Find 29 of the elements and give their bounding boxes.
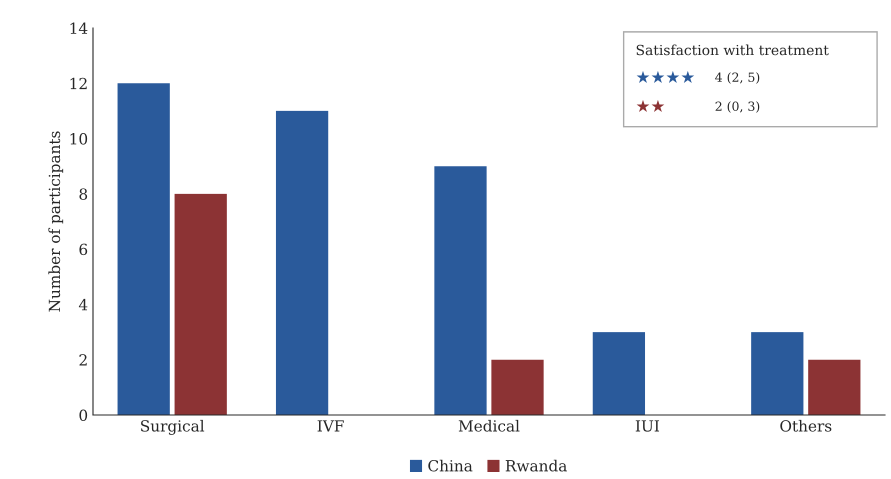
y-tick-label: 14 xyxy=(70,22,88,34)
bar xyxy=(592,332,646,415)
bar xyxy=(174,194,227,415)
y-tick-label: 6 xyxy=(79,244,88,256)
annotation: ★★ xyxy=(636,100,664,112)
legend-label: China xyxy=(428,460,472,472)
bar xyxy=(491,360,544,415)
x-tick-label: Medical xyxy=(458,420,520,432)
annotation: 4 (2, 5) xyxy=(715,72,760,84)
y-tick-label: 10 xyxy=(70,133,88,145)
y-tick-label: 2 xyxy=(79,354,87,366)
bar xyxy=(434,166,487,415)
x-tick-label: Surgical xyxy=(141,420,204,435)
legend-label: Rwanda xyxy=(506,460,567,472)
y-tick-label: 12 xyxy=(70,78,87,90)
y-tick-label: 0 xyxy=(79,409,88,422)
y-tick-label: 4 xyxy=(78,298,88,310)
x-tick-label: Others xyxy=(780,420,832,432)
bar xyxy=(118,83,170,415)
y-tick-label: 8 xyxy=(79,188,88,200)
annotation: 2 (0, 3) xyxy=(716,101,760,113)
bar xyxy=(808,360,860,415)
bar xyxy=(751,332,804,415)
annotation: Satisfaction with treatment xyxy=(636,44,829,56)
y-axis-title: Number of participants xyxy=(48,131,64,312)
x-tick-label: IUI xyxy=(636,420,660,432)
annotation: ★★★★ xyxy=(636,70,694,83)
bar xyxy=(276,110,328,415)
x-tick-label: IVF xyxy=(318,420,344,432)
